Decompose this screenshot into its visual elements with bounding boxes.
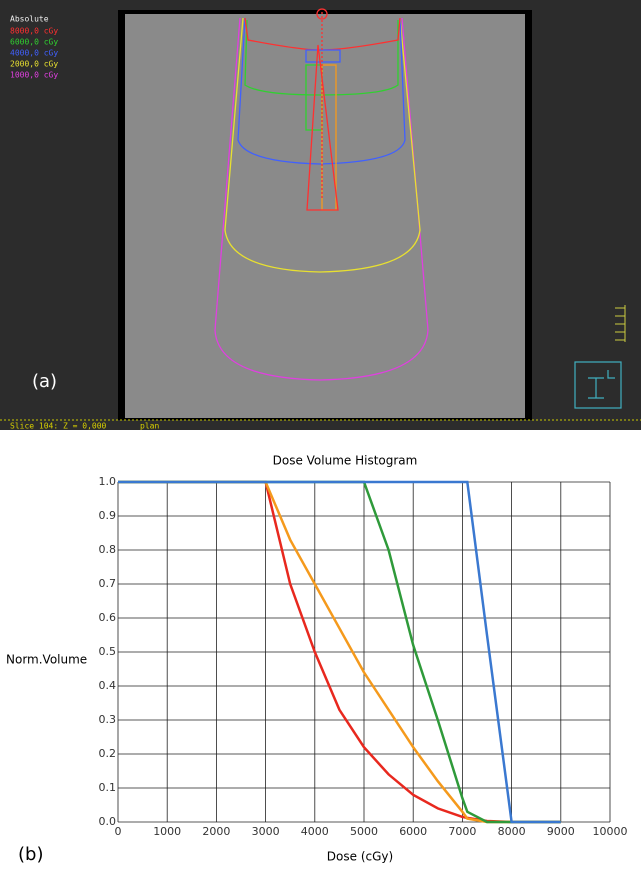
legend-entry: 1000,0 cGy <box>10 71 58 80</box>
x-tick-label: 9000 <box>547 825 575 838</box>
legend-entry: 2000,0 cGy <box>10 60 58 69</box>
y-tick-label: 0.3 <box>99 713 117 726</box>
y-tick-label: 0.0 <box>99 815 117 828</box>
y-tick-label: 1.0 <box>99 475 117 488</box>
panel-b: Dose Volume Histogram Norm.Volume Dose (… <box>6 454 628 866</box>
dose-image <box>125 14 525 418</box>
figure: Absolute 8000,0 cGy 6000,0 cGy 4000,0 cGy 2… <box>0 0 641 890</box>
x-tick-label: 4000 <box>301 825 329 838</box>
x-tick-label: 7000 <box>448 825 476 838</box>
y-tick-label: 0.5 <box>99 645 117 658</box>
x-tick-label: 1000 <box>153 825 181 838</box>
y-tick-label: 0.2 <box>99 747 117 760</box>
panel-label: (a) <box>32 371 57 392</box>
chart-title: Dose Volume Histogram <box>273 454 418 468</box>
x-axis-label: Dose (cGy) <box>327 850 393 864</box>
y-tick-label: 0.6 <box>99 611 117 624</box>
y-tick-label: 0.7 <box>99 577 117 590</box>
x-tick-label: 8000 <box>498 825 526 838</box>
y-tick-label: 0.9 <box>99 509 117 522</box>
legend-entry: 6000,0 cGy <box>10 38 58 47</box>
x-tick-label: 3000 <box>252 825 280 838</box>
x-tick-label: 5000 <box>350 825 378 838</box>
dose-legend: 8000,0 cGy 6000,0 cGy 4000,0 cGy 2000,0 cGy… <box>10 27 58 80</box>
y-tick-label: 0.8 <box>99 543 117 556</box>
slice-info: Slice 104: Z = 0,000 <box>10 422 107 431</box>
x-tick-label: 10000 <box>593 825 628 838</box>
page: {"panel_a": {"legend_title": "Absolute",… <box>0 0 641 890</box>
x-tick-label: 2000 <box>202 825 230 838</box>
y-tick-label: 0.4 <box>99 679 117 692</box>
legend-entry: 4000,0 cGy <box>10 49 58 58</box>
legend-title: Absolute <box>10 15 49 24</box>
x-tick-label: 6000 <box>399 825 427 838</box>
y-tick-label: 0.1 <box>99 781 117 794</box>
y-axis-label: Norm.Volume <box>6 653 87 667</box>
plan-name: plan <box>140 422 159 431</box>
panel-a: Absolute 8000,0 cGy 6000,0 cGy 4000,0 cGy 2… <box>0 0 641 431</box>
legend-entry: 8000,0 cGy <box>10 27 58 36</box>
panel-label: (b) <box>18 844 43 865</box>
